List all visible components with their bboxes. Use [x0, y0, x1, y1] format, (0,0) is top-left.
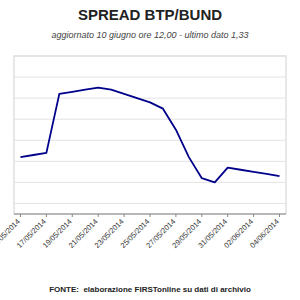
annotation: FONTE: elaborazione FIRSTonline su dati …: [49, 285, 251, 294]
x-tick: [98, 214, 99, 217]
title: SPREAD BTP/BUND: [78, 6, 222, 23]
grid-line: [14, 119, 286, 120]
grid-line: [14, 182, 286, 183]
x-tick-label: 04/06/2014: [248, 217, 281, 250]
grid-line: [14, 77, 286, 78]
x-tick: [201, 214, 202, 217]
grid-line: [14, 56, 286, 57]
chart: SPREAD BTP/BUND aggiornato 10 giugno ore …: [0, 0, 300, 300]
subtitle: aggiornato 10 giugno ore 12,00 - ultimo …: [51, 30, 248, 40]
x-tick: [279, 214, 280, 217]
grid-line: [14, 140, 286, 141]
line: [20, 88, 279, 183]
x-tick: [124, 214, 125, 217]
grid-line: [14, 98, 286, 99]
grid-line: [14, 161, 286, 162]
x-tick: [175, 214, 176, 217]
grid-line: [14, 203, 286, 204]
x-tick: [72, 214, 73, 217]
plot-area: [20, 88, 279, 183]
x-tick: [150, 214, 151, 217]
x-tick: [46, 214, 47, 217]
x-tick: [253, 214, 254, 217]
plot-frame: [14, 56, 286, 214]
x-tick: [227, 214, 228, 217]
x-tick: [20, 214, 21, 217]
